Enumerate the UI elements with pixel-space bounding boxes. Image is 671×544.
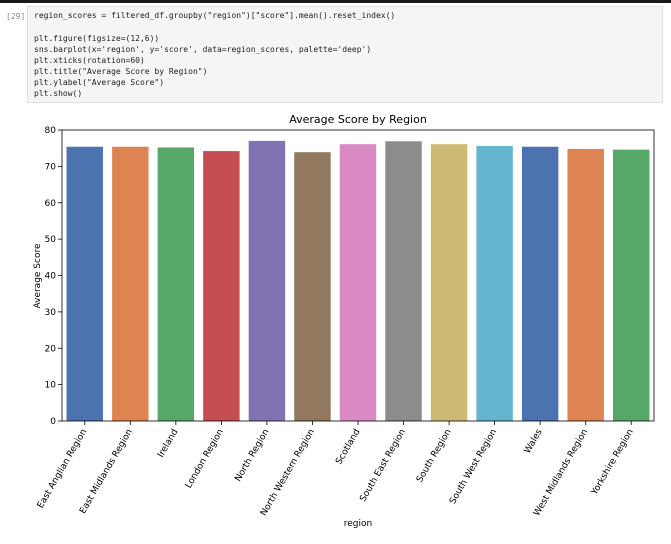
x-tick-label: East Anglian Region (36, 428, 90, 511)
x-tick-label: East Midlands Region (78, 428, 135, 516)
y-tick-label: 70 (45, 162, 57, 172)
x-tick-label: West Midlands Region (532, 428, 590, 519)
bar (112, 146, 149, 422)
cell-execution-count: [29]: (6, 12, 31, 21)
x-tick-label: London Region (184, 428, 226, 491)
x-axis-label: region (344, 519, 372, 529)
bar (339, 144, 377, 421)
bar (248, 140, 286, 421)
bar (521, 146, 559, 422)
bar (476, 146, 513, 421)
code-line: plt.ylabel("Average Score") (34, 78, 165, 87)
code-line: plt.xticks(rotation=60) (34, 56, 145, 65)
bar-chart: Average Score by Region Average Score re… (33, 113, 655, 529)
y-tick-label: 0 (50, 417, 56, 427)
window-top-strip (0, 0, 671, 3)
y-tick-label: 20 (45, 344, 57, 354)
bar (157, 147, 195, 421)
y-axis-label: Average Score (33, 243, 43, 308)
x-tick-label: South West Region (448, 427, 499, 505)
x-tick-label: North Region (233, 428, 271, 484)
x-tick-label: Ireland (156, 428, 180, 460)
y-tick-label: 10 (45, 381, 57, 391)
code-line: sns.barplot(x='region', y='score', data=… (34, 45, 372, 54)
y-axis-ticks: 0 10 20 30 40 50 60 70 80 (45, 126, 62, 427)
y-tick-label: 40 (45, 272, 57, 282)
x-tick-label: South East Region (358, 428, 408, 504)
y-tick-label: 50 (45, 235, 57, 245)
x-tick-label: Wales (523, 427, 545, 455)
code-cell[interactable]: region_scores = filtered_df.groupby("reg… (27, 6, 663, 103)
y-tick-label: 80 (45, 126, 57, 136)
code-line: plt.figure(figsize=(12,6)) (34, 34, 160, 43)
chart-output: Average Score by Region Average Score re… (0, 108, 671, 540)
y-tick-label: 60 (45, 199, 57, 209)
bar (430, 144, 468, 421)
bar-series (66, 140, 650, 422)
x-tick-label: North Western Region (259, 428, 317, 518)
y-tick-label: 30 (45, 308, 57, 318)
x-tick-label: Scotland (334, 428, 362, 467)
bar (385, 141, 422, 421)
bar (567, 148, 604, 421)
bar (294, 152, 331, 421)
bar (203, 151, 240, 421)
code-line: region_scores = filtered_df.groupby("reg… (34, 11, 396, 20)
code-line: plt.title("Average Score by Region") (34, 67, 208, 76)
bar (66, 146, 103, 422)
code-line: plt.show() (34, 89, 83, 98)
plot-frame (61, 129, 655, 422)
x-tick-label: Yorkshire Region (590, 428, 636, 498)
chart-title: Average Score by Region (289, 113, 427, 126)
bar (613, 149, 650, 421)
x-tick-label: South Region (415, 428, 454, 485)
